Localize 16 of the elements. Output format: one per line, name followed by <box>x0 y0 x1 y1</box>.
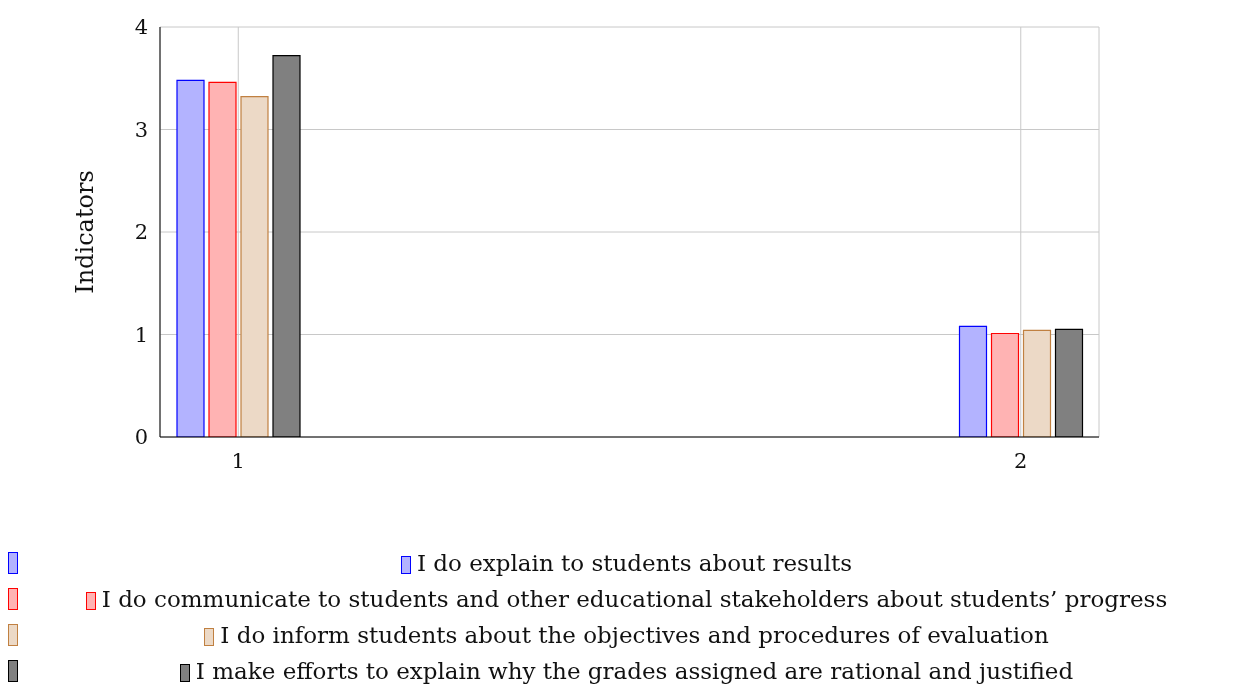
legend-label: I do inform students about the objectives and procedures of evaluation <box>220 622 1049 648</box>
y-tick-label: 4 <box>134 15 148 40</box>
y-tick-label: 3 <box>134 117 148 142</box>
bar <box>176 79 205 437</box>
legend-label: I do communicate to students and other educational stakeholders about students’ progress <box>101 586 1168 612</box>
legend-label: I make efforts to explain why the grades assigned are rational and justified <box>195 658 1074 684</box>
bar <box>990 332 1020 437</box>
y-tick-label: 2 <box>134 220 148 245</box>
y-axis-title: Indicators <box>70 170 99 294</box>
bar <box>208 81 237 437</box>
bar <box>958 325 988 437</box>
bar <box>240 96 269 437</box>
legend-label: I do explain to students about results <box>416 550 853 576</box>
y-tick-label: 0 <box>134 425 148 450</box>
bar <box>1022 329 1052 437</box>
y-tick-label: 1 <box>134 322 148 347</box>
